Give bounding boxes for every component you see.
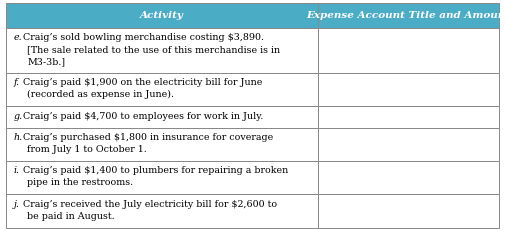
Text: h.: h. — [14, 133, 23, 142]
Text: pipe in the restrooms.: pipe in the restrooms. — [27, 178, 133, 187]
Text: Craig’s purchased $1,800 in insurance for coverage: Craig’s purchased $1,800 in insurance fo… — [23, 133, 273, 142]
Bar — [6, 3, 318, 28]
Bar — [6, 73, 318, 106]
Bar — [6, 28, 318, 73]
Text: Craig’s paid $4,700 to employees for work in July.: Craig’s paid $4,700 to employees for wor… — [23, 112, 263, 121]
Bar — [318, 128, 499, 161]
Bar — [318, 73, 499, 106]
Text: e.: e. — [14, 33, 22, 42]
Text: [The sale related to the use of this merchandise is in: [The sale related to the use of this mer… — [27, 45, 280, 54]
Text: Craig’s received the July electricity bill for $2,600 to: Craig’s received the July electricity bi… — [23, 200, 277, 209]
Bar — [6, 194, 318, 228]
Text: be paid in August.: be paid in August. — [27, 212, 115, 221]
Bar — [6, 128, 318, 161]
Text: (recorded as expense in June).: (recorded as expense in June). — [27, 90, 174, 99]
Text: from July 1 to October 1.: from July 1 to October 1. — [27, 145, 147, 154]
Text: Craig’s paid $1,400 to plumbers for repairing a broken: Craig’s paid $1,400 to plumbers for repa… — [23, 167, 288, 176]
Text: g.: g. — [14, 112, 23, 121]
Bar — [6, 106, 318, 128]
Bar — [318, 161, 499, 194]
Bar — [318, 28, 499, 73]
Bar — [318, 106, 499, 128]
Text: Activity: Activity — [140, 11, 184, 20]
Text: Craig’s sold bowling merchandise costing $3,890.: Craig’s sold bowling merchandise costing… — [23, 33, 264, 42]
Text: i.: i. — [14, 167, 20, 176]
Text: f.: f. — [14, 78, 20, 87]
Text: Craig’s paid $1,900 on the electricity bill for June: Craig’s paid $1,900 on the electricity b… — [23, 78, 262, 87]
Bar — [318, 194, 499, 228]
Bar — [6, 161, 318, 194]
Text: j.: j. — [14, 200, 20, 209]
Text: Expense Account Title and Amount: Expense Account Title and Amount — [306, 11, 505, 20]
Bar — [318, 3, 499, 28]
Text: M3-3b.]: M3-3b.] — [27, 57, 65, 66]
